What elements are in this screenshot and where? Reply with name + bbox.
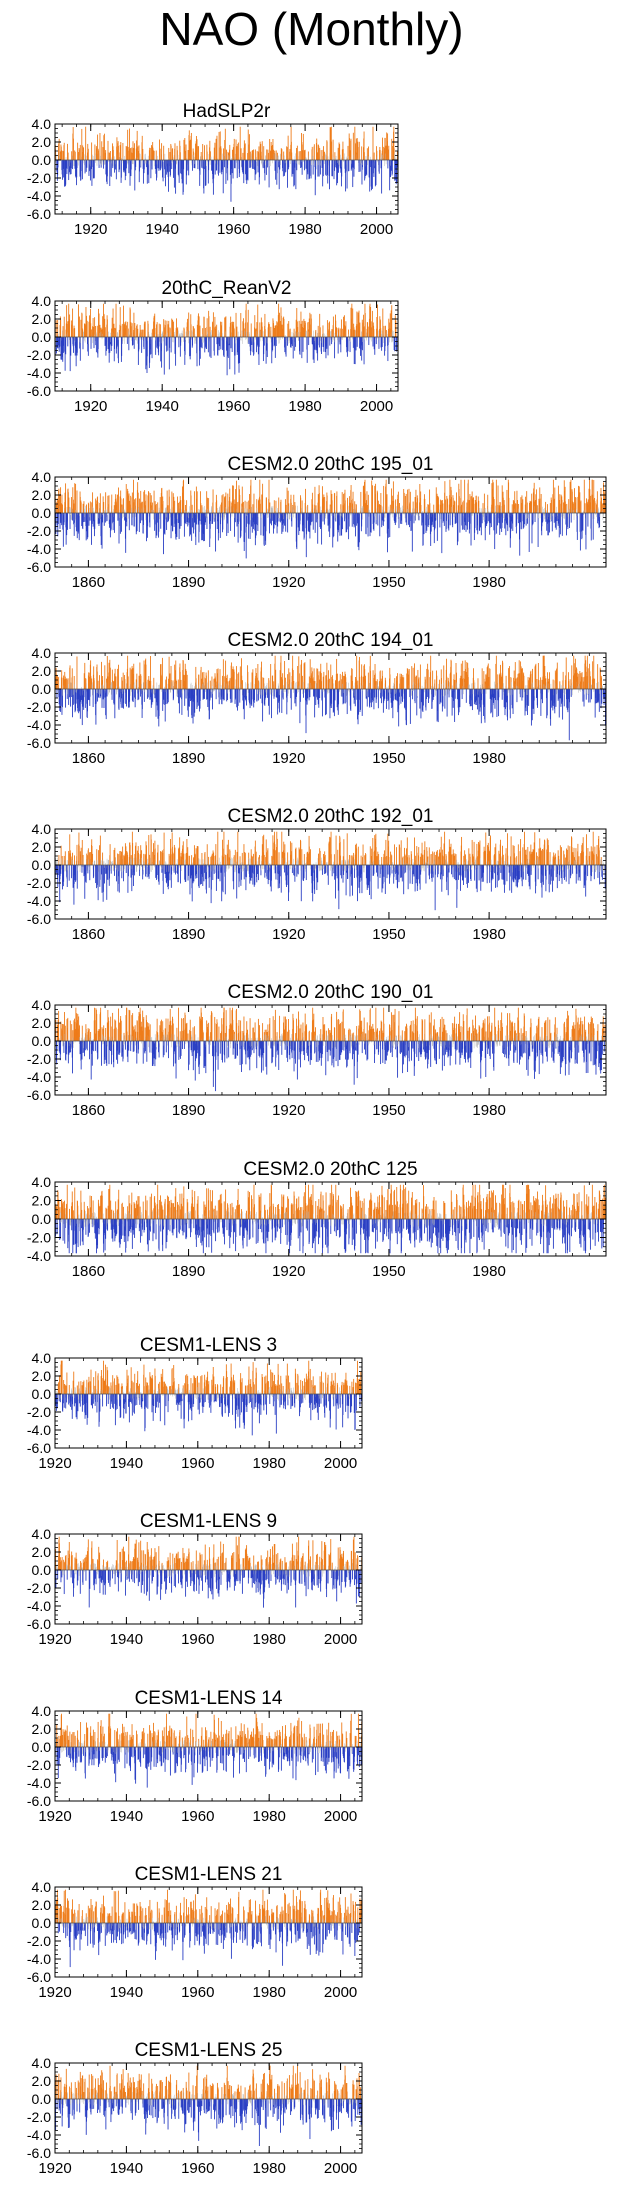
x-tick-label: 1980 [288,398,321,415]
y-tick-label: -6.0 [27,383,51,399]
bar-series [54,126,398,202]
x-tick-label: 1980 [472,574,505,591]
panel-2: 20thC_ReanV2 4.0 2.0 0.0 -2.0 -4.0 -6.0 1920 194… [27,278,399,415]
panel-title: HadSLP2r [183,101,271,122]
x-tick-label: 1860 [72,574,105,591]
panel-title: CESM2.0 20thC 194_01 [228,630,434,651]
y-tick-label: -4.0 [27,365,51,381]
main-title: NAO (Monthly) [159,3,464,55]
x-tick-label: 1920 [74,398,107,415]
panel-title: CESM2.0 20thC 195_01 [228,454,434,475]
x-tick-label: 1920 [272,574,305,591]
x-tick-label: 1920 [74,221,107,238]
bar-series [54,303,398,376]
y-tick-label: -6.0 [27,559,51,575]
x-tick-label: 1940 [146,398,179,415]
x-tick-label: 2000 [360,398,393,415]
y-tick-label: 0.0 [32,505,52,521]
y-tick-label: 4.0 [32,116,52,132]
y-tick-label: -6.0 [27,206,51,222]
y-tick-label: -2.0 [27,347,51,363]
y-tick-label: 4.0 [32,469,52,485]
panel-title: 20thC_ReanV2 [162,278,292,299]
x-tick-label: 2000 [360,221,393,238]
y-tick-label: 4.0 [32,293,52,309]
x-tick-label: 1950 [372,574,405,591]
x-tick-label: 1980 [288,221,321,238]
y-tick-label: 2.0 [32,134,52,150]
y-tick-label: -4.0 [27,541,51,557]
bar-series [54,479,606,559]
y-tick-label: 0.0 [32,329,52,345]
x-tick-label: 1960 [217,398,250,415]
y-tick-label: 0.0 [32,152,52,168]
bar-series [54,655,606,741]
y-tick-label: -2.0 [27,523,51,539]
y-tick-label: -4.0 [27,188,51,204]
x-tick-label: 1890 [172,574,205,591]
y-tick-label: -2.0 [27,170,51,186]
panel-3: CESM2.0 20thC 195_01 4.0 2.0 0.0 -2.0 -4.0 -6.… [27,454,607,591]
panel-1: HadSLP2r 4.0 2.0 0.0 -2.0 -4.0 -6.0 1920 1940 196… [27,101,399,238]
y-tick-label: 2.0 [32,487,52,503]
x-tick-label: 1940 [146,221,179,238]
y-tick-label: 2.0 [32,311,52,327]
panel-4: CESM2.0 20thC 194_014.02.00.0-2.0-4.0-6.… [27,630,607,767]
x-tick-label: 1960 [217,221,250,238]
